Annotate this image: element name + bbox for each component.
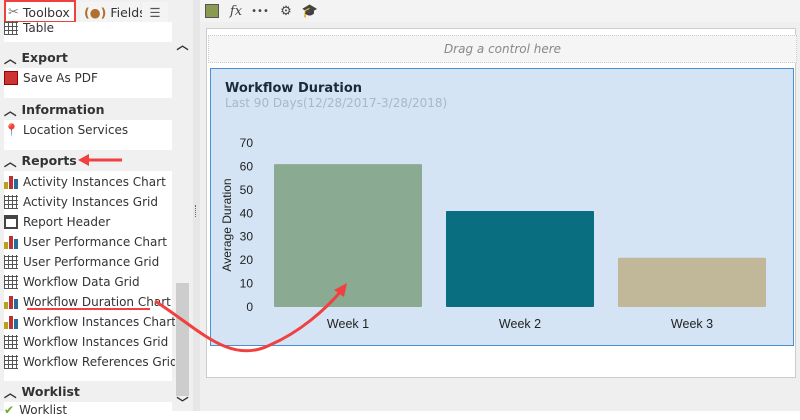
y-tick-label: 30 [240,230,254,244]
tab-toolbox[interactable]: ✂ Toolbox [4,2,76,22]
scroll-up-icon[interactable]: ︿ [176,38,189,52]
wrench-icon: ✂ [8,4,19,20]
y-tick-label: 60 [240,159,254,173]
grid-icon [4,355,18,369]
toolbox-item-location-services[interactable]: 📍 Location Services [4,123,129,137]
outline-icon: ☰ [149,4,161,20]
toolbox-item-table[interactable]: Table [4,18,172,38]
x-tick-label: Week 3 [671,317,713,331]
chart-title: Workflow Duration [225,81,363,96]
bar-week-3 [618,257,766,307]
toolbar: fx ••• ⚙ 🎓 [200,0,800,22]
pdf-icon [4,71,18,85]
y-tick-label: 70 [240,136,254,150]
toolbox-item-activity-instances-chart[interactable]: Activity Instances Chart [4,172,172,192]
section-reports[interactable]: ︿ Reports [4,152,77,169]
tab-fields[interactable]: (●) Fields [80,2,146,22]
chevron-up-icon: ︿ [4,384,17,400]
expression-button[interactable]: fx [229,3,243,19]
toolbox-item-user-performance-grid[interactable]: User Performance Grid [4,252,172,272]
chevron-up-icon: ︿ [4,102,17,118]
splitter-grip [195,205,197,217]
y-tick-label: 40 [240,206,254,220]
bar-chart-icon [4,315,18,329]
report-header-icon [4,215,18,229]
grid-icon [4,255,18,269]
toolbox-item-report-header[interactable]: Report Header [4,212,172,232]
chevron-up-icon: ︿ [4,50,17,66]
splitter[interactable] [193,0,200,411]
y-tick-label: 20 [240,253,254,267]
grid-icon [4,275,18,289]
template-icon[interactable]: 🎓 [301,3,319,19]
toolbox-item-workflow-duration-chart[interactable]: Workflow Duration Chart [4,292,172,312]
chart-subtitle: Last 90 Days(12/28/2017-3/28/2018) [225,96,448,110]
tab-outline[interactable]: ☰ [142,2,168,22]
more-button[interactable]: ••• [251,5,269,17]
grid-icon [4,335,18,349]
scroll-down-icon[interactable]: ﹀ [176,396,189,410]
y-tick-label: 50 [240,183,254,197]
drop-zone[interactable]: Drag a control here [208,35,797,63]
bar-week-1 [274,164,422,307]
y-tick-label: 10 [240,277,254,291]
x-tick-label: Week 1 [327,317,369,331]
toolbox-item-workflow-references-grid[interactable]: Workflow References Grid [4,352,178,372]
section-worklist[interactable]: ︿ Worklist [4,383,80,400]
toolbox-item-activity-instances-grid[interactable]: Activity Instances Grid [4,192,172,212]
bar-chart-icon [4,175,18,189]
toolbox-item-workflow-instances-grid[interactable]: Workflow Instances Grid [4,332,172,352]
fields-icon: (●) [84,4,107,20]
section-export[interactable]: ︿ Export [4,49,68,66]
toolbox-item-user-performance-chart[interactable]: User Performance Chart [4,232,172,252]
toolbox-item-workflow-instances-chart[interactable]: Workflow Instances Chart [4,312,176,332]
toolbox-item-save-as-pdf[interactable]: Save As PDF [4,68,172,88]
bar-chart-icon [4,295,18,309]
rules-icon[interactable]: ⚙ [280,3,292,19]
y-axis-label: Average Duration [220,178,234,271]
toolbox-item-workflow-data-grid[interactable]: Workflow Data Grid [4,272,172,292]
chevron-up-icon: ︿ [4,153,17,169]
table-icon [4,21,18,35]
bar-chart: 0 10 20 30 40 50 60 70 Average Duration Week 1 Wee… [220,136,766,331]
x-tick-label: Week 2 [499,317,541,331]
y-tick-label: 0 [246,300,253,314]
bar-chart-icon [4,235,18,249]
bar-week-2 [446,210,594,307]
map-pin-icon: 📍 [4,123,19,137]
check-icon: ✔ [4,403,15,417]
grid-icon [4,195,18,209]
form-icon[interactable] [202,2,222,20]
section-information[interactable]: ︿ Information [4,101,105,118]
